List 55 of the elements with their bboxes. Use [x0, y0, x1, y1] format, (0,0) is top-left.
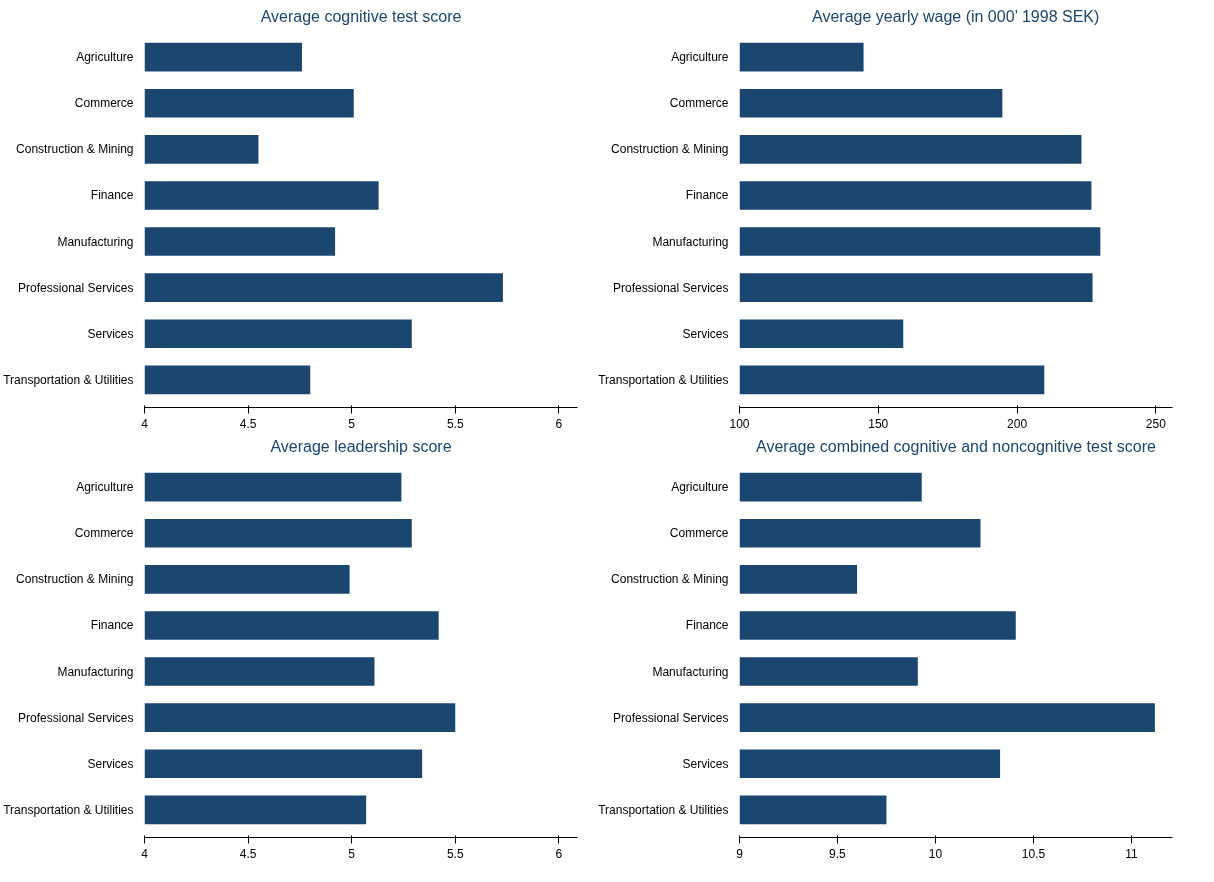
- x-tick-label: 100: [729, 416, 750, 431]
- x-tick-label: 5.5: [446, 846, 464, 861]
- y-tick-label: Transportation & Utilities: [598, 802, 729, 817]
- y-tick-label: Manufacturing: [57, 664, 134, 679]
- x-tick-label: 6: [555, 846, 563, 861]
- x-tick-label: 4.5: [239, 846, 257, 861]
- chart-title: Average cognitive test score: [260, 7, 462, 25]
- x-tick-label: 4.5: [239, 416, 257, 431]
- y-tick-label: Agriculture: [671, 480, 729, 495]
- x-tick-label: 10: [928, 846, 943, 861]
- y-tick-label: Commerce: [669, 96, 729, 111]
- y-tick-label: Professional Services: [18, 710, 134, 725]
- x-tick-label: 5: [348, 416, 356, 431]
- y-tick-label: Services: [87, 326, 134, 341]
- y-tick-label: Commerce: [74, 96, 134, 111]
- y-tick-label: Transportation & Utilities: [598, 372, 729, 387]
- y-tick-label: Construction & Mining: [16, 142, 134, 157]
- x-tick-label: 9: [736, 846, 744, 861]
- x-tick-label: 11: [1125, 846, 1138, 861]
- y-tick-label: Finance: [685, 618, 729, 633]
- y-tick-label: Agriculture: [671, 50, 729, 65]
- x-tick-label: 150: [868, 416, 889, 431]
- x-tick-label: 250: [1145, 416, 1167, 431]
- x-tick-label: 10.5: [1021, 846, 1046, 861]
- y-tick-label: Finance: [90, 618, 134, 633]
- y-tick-label: Construction & Mining: [611, 142, 729, 157]
- y-tick-label: Manufacturing: [57, 234, 134, 249]
- x-tick-label: 4: [141, 846, 149, 861]
- y-tick-label: Services: [87, 756, 134, 771]
- y-tick-label: Services: [682, 756, 729, 771]
- x-tick-label: 5: [348, 846, 356, 861]
- y-tick-label: Services: [682, 326, 729, 341]
- y-tick-label: Professional Services: [613, 280, 729, 295]
- y-tick-label: Construction & Mining: [611, 572, 729, 587]
- x-tick-label: 9.5: [829, 846, 847, 861]
- y-tick-label: Transportation & Utilities: [3, 802, 134, 817]
- chart-title: Average leadership score: [270, 437, 452, 455]
- y-tick-label: Manufacturing: [652, 234, 729, 249]
- y-tick-label: Finance: [685, 188, 729, 203]
- y-tick-label: Transportation & Utilities: [3, 372, 134, 387]
- y-tick-label: Professional Services: [18, 280, 134, 295]
- y-tick-label: Professional Services: [613, 710, 729, 725]
- y-tick-label: Commerce: [74, 526, 134, 541]
- x-tick-label: 200: [1007, 416, 1028, 431]
- x-tick-label: 4: [141, 416, 149, 431]
- y-tick-label: Agriculture: [76, 480, 134, 495]
- y-tick-label: Commerce: [669, 526, 729, 541]
- chart-title: Average yearly wage (in 000’ 1998 SEK): [812, 7, 1100, 25]
- y-tick-label: Construction & Mining: [16, 572, 134, 587]
- y-tick-label: Finance: [90, 188, 134, 203]
- y-tick-label: Agriculture: [76, 50, 134, 65]
- x-tick-label: 6: [555, 416, 563, 431]
- y-tick-label: Manufacturing: [652, 664, 729, 679]
- x-tick-label: 5.5: [446, 416, 464, 431]
- chart-title: Average combined cognitive and noncognitive test score: [756, 437, 1157, 455]
